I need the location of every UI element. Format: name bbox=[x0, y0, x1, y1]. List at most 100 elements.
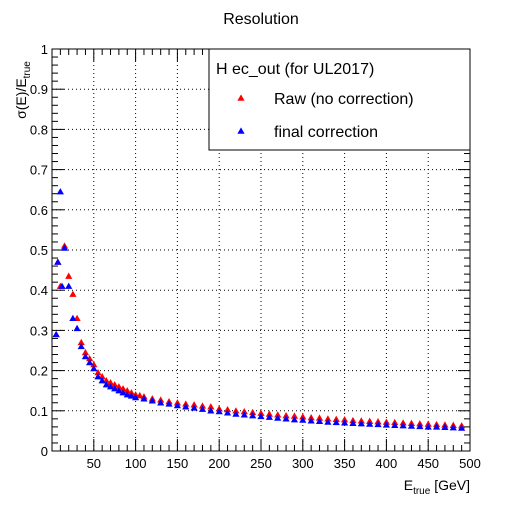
data-point bbox=[458, 424, 466, 431]
data-point bbox=[54, 258, 62, 265]
x-tick-label: 100 bbox=[125, 456, 147, 471]
data-point bbox=[77, 338, 85, 346]
data-point bbox=[215, 408, 223, 415]
data-point bbox=[94, 369, 102, 376]
data-point bbox=[299, 416, 307, 423]
y-tick-label: 0.1 bbox=[30, 404, 48, 419]
data-point bbox=[299, 413, 307, 420]
legend-entries: Raw (no correction) final correction bbox=[237, 91, 414, 141]
legend: H ec_out (for UL2017) Raw (no correction… bbox=[208, 48, 471, 151]
legend-label: final correction bbox=[274, 124, 378, 141]
data-point bbox=[111, 381, 119, 388]
data-point bbox=[173, 401, 181, 409]
data-point bbox=[416, 422, 424, 430]
data-point bbox=[90, 360, 98, 368]
data-point bbox=[86, 358, 94, 366]
series-final-correction bbox=[52, 188, 466, 431]
data-point bbox=[257, 409, 265, 416]
series-raw bbox=[52, 242, 466, 429]
data-point bbox=[73, 324, 81, 332]
y-tick-label: 0.9 bbox=[30, 82, 48, 97]
data-point bbox=[232, 407, 240, 414]
data-point bbox=[69, 290, 77, 297]
data-point bbox=[65, 282, 73, 289]
data-point bbox=[115, 387, 123, 394]
data-point bbox=[324, 418, 332, 425]
data-point bbox=[132, 393, 140, 401]
data-point bbox=[90, 364, 98, 372]
x-axis-label-main: E bbox=[404, 477, 413, 493]
y-tick-label: 0.6 bbox=[30, 203, 48, 218]
data-point bbox=[223, 409, 232, 416]
data-point bbox=[52, 330, 60, 338]
data-point bbox=[127, 389, 136, 396]
data-point bbox=[60, 244, 69, 251]
data-point bbox=[274, 411, 282, 418]
data-point bbox=[207, 407, 215, 414]
axis-ticks: 50 100 150 200 250 300 350 400 450 500 0 0.1 0.2 0.3 0… bbox=[30, 42, 481, 471]
chart-title: Resolution bbox=[223, 11, 299, 28]
data-point bbox=[81, 348, 90, 356]
data-point bbox=[190, 401, 198, 408]
data-point bbox=[190, 404, 198, 411]
data-point bbox=[240, 408, 248, 415]
data-point bbox=[119, 385, 127, 392]
data-point bbox=[98, 377, 106, 384]
legend-title: H ec_out (for UL2017) bbox=[216, 61, 374, 78]
data-point bbox=[165, 400, 173, 407]
data-point bbox=[324, 415, 332, 422]
data-point bbox=[374, 420, 382, 428]
data-point bbox=[366, 420, 374, 427]
x-tick-label: 400 bbox=[376, 456, 398, 471]
x-tick-label: 50 bbox=[87, 456, 101, 471]
data-point bbox=[290, 416, 299, 423]
data-point bbox=[65, 272, 73, 279]
data-point bbox=[349, 419, 357, 426]
x-axis-label-sub: true bbox=[413, 486, 431, 497]
data-point bbox=[332, 418, 340, 426]
data-points bbox=[52, 188, 466, 431]
legend-marker bbox=[237, 127, 245, 134]
data-point bbox=[56, 188, 64, 195]
data-point bbox=[315, 414, 324, 421]
data-point bbox=[111, 385, 119, 392]
x-tick-label: 300 bbox=[292, 456, 314, 471]
x-axis-label: Etrue [GeV] bbox=[404, 477, 470, 497]
data-point bbox=[274, 414, 282, 421]
data-point bbox=[407, 422, 416, 429]
data-point bbox=[257, 412, 265, 420]
y-axis-label-sub: true bbox=[22, 61, 33, 79]
y-tick-label: 0.8 bbox=[30, 122, 48, 137]
data-point bbox=[58, 282, 66, 289]
y-axis-label-main: σ(E)/E bbox=[13, 78, 29, 119]
y-tick-label: 1 bbox=[41, 42, 48, 57]
data-point bbox=[140, 395, 148, 402]
data-point bbox=[77, 342, 85, 350]
x-tick-label: 150 bbox=[167, 456, 189, 471]
data-point bbox=[265, 413, 273, 420]
data-point bbox=[232, 410, 240, 417]
data-point bbox=[315, 417, 324, 424]
data-point bbox=[123, 391, 131, 398]
x-tick-label: 450 bbox=[417, 456, 439, 471]
data-point bbox=[432, 423, 441, 430]
data-point bbox=[249, 408, 257, 416]
data-point bbox=[240, 411, 248, 418]
data-point bbox=[106, 379, 115, 386]
data-point bbox=[86, 354, 94, 362]
data-point bbox=[341, 419, 349, 426]
data-point bbox=[391, 421, 399, 428]
data-point bbox=[307, 414, 315, 421]
data-point bbox=[119, 389, 127, 396]
legend-marker bbox=[237, 94, 245, 101]
y-axis-label: σ(E)/Etrue bbox=[13, 61, 33, 119]
data-point bbox=[94, 373, 102, 380]
data-point bbox=[102, 381, 110, 388]
y-tick-label: 0 bbox=[41, 444, 48, 459]
data-point bbox=[341, 416, 349, 423]
data-point bbox=[81, 352, 90, 360]
data-point bbox=[198, 405, 207, 412]
data-point bbox=[399, 422, 407, 429]
data-point bbox=[198, 402, 207, 409]
